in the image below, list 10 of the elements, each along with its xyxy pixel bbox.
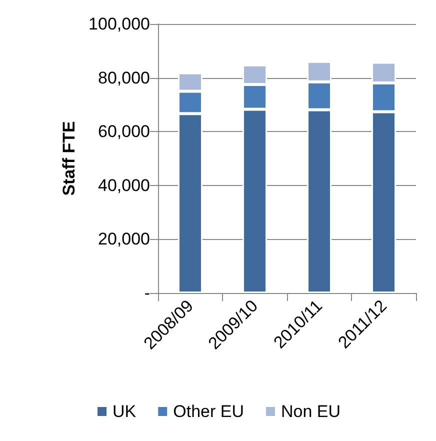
y-tick-label: - bbox=[144, 284, 150, 302]
legend-label: Non EU bbox=[280, 402, 341, 421]
y-tick-label: 80,000 bbox=[98, 68, 150, 88]
legend-label: UK bbox=[112, 402, 137, 421]
legend-label: Other EU bbox=[173, 402, 244, 421]
y-tick-label: 60,000 bbox=[98, 122, 150, 142]
y-axis-title: Staff FTE bbox=[60, 121, 79, 196]
y-tick-label: 40,000 bbox=[98, 176, 150, 195]
y-tick-label: 20,000 bbox=[98, 230, 150, 249]
y-tick-label: 100,000 bbox=[88, 14, 150, 34]
